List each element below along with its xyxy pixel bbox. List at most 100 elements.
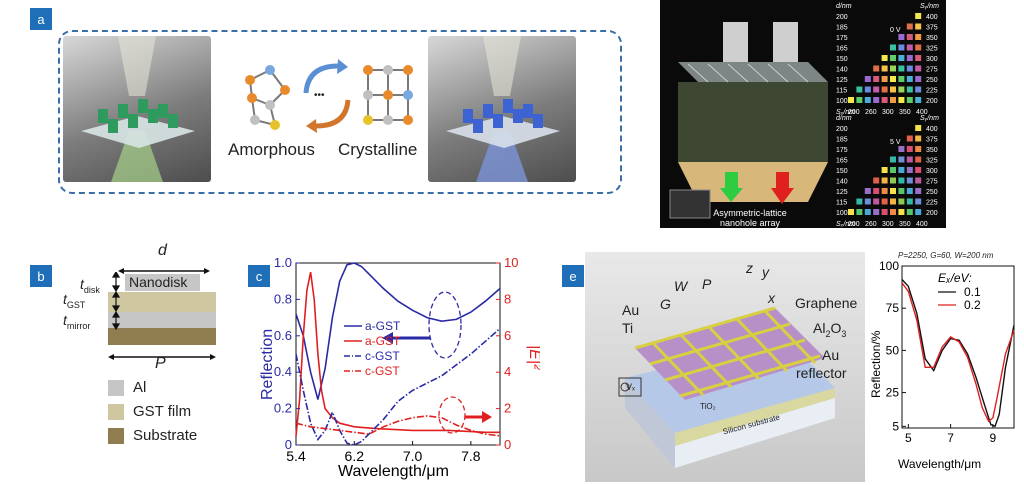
heatmap-y-right-tick: 400 (926, 126, 938, 133)
heatmap-1: d/nm Sᵧ/nm 5 V 200 400 185 375 175 350 165 325 150 3… (836, 115, 939, 228)
label-graphene: Graphene (795, 295, 858, 311)
heatmap-y-left-tick: 115 (836, 88, 847, 95)
heatmap-cell (856, 209, 863, 215)
heatmap-cell (881, 76, 888, 82)
heatmap-y-right-tick: 275 (926, 179, 938, 186)
phase-change-cycle-icon (298, 58, 356, 138)
heatmap-cell (881, 198, 888, 205)
heatmap-y-left-tick: 100 (836, 210, 848, 217)
heatmap-cell (906, 44, 913, 51)
heatmap-y-right-tick: 375 (926, 137, 938, 144)
x-tick-label: 5.4 (286, 448, 306, 464)
heatmap-cell (873, 86, 880, 93)
y-tick-label: 5 (892, 419, 899, 433)
heatmap-cell (898, 156, 905, 163)
legend-al-label: Al (133, 379, 147, 396)
heatmap-y-right-tick: 300 (926, 56, 938, 63)
heatmap-cell (890, 198, 896, 205)
nanohole-device-schematic (668, 22, 836, 233)
heatmap-x-tick: 300 (882, 221, 894, 228)
legend-entry: a-GST (365, 319, 401, 333)
heatmap-cell (856, 198, 863, 205)
heatmap-cell (864, 97, 871, 103)
heatmap-sx-axis-label: Sₓ/nm (836, 221, 855, 228)
y-tick-label: 75 (886, 301, 900, 315)
chart-e-ylabel: Reflection/% (869, 330, 883, 398)
panel-a-frame (58, 30, 622, 194)
heatmap-cell (873, 177, 880, 184)
amorphous-metasurface-image (63, 36, 211, 182)
heatmap-cell (864, 188, 871, 194)
series-line-c-GST-left (295, 327, 501, 446)
heatmap-cell (906, 198, 913, 205)
heatmap-cell (906, 23, 913, 30)
heatmap-y-right-tick: 375 (926, 25, 938, 32)
heatmap-y-left-tick: 165 (836, 46, 848, 53)
chart-c-ylabel-left: Reflection (259, 329, 276, 400)
heatmap-cell (915, 23, 922, 30)
period-p-label: P (155, 355, 166, 372)
heatmap-x-tick: 350 (899, 221, 911, 228)
field-highlight-ellipse (438, 396, 466, 434)
y-left-tick-label: 0 (285, 437, 292, 452)
amorphous-label: Amorphous (228, 140, 315, 159)
legend-entry: a-GST (365, 334, 401, 348)
reflection-highlight-ellipse (428, 291, 462, 359)
chart-c-xlabel: Wavelength/μm (338, 463, 449, 480)
heatmap-cell (881, 177, 888, 184)
panel-e-tag: e (562, 265, 584, 287)
heatmap-cell (873, 209, 880, 215)
heatmap-cell (873, 188, 880, 194)
heatmap-cell (898, 34, 905, 40)
legend-substrate-swatch (108, 428, 124, 444)
label-p: P (702, 276, 712, 292)
heatmap-cell (890, 156, 896, 163)
heatmap-cell (890, 167, 896, 173)
heatmap-cell (906, 97, 913, 103)
heatmap-y-left-tick: 100 (836, 98, 848, 105)
heatmap-sx-axis-label: Sₓ/nm (836, 109, 855, 116)
heatmap-y-right-tick: 250 (926, 77, 938, 84)
label-gate-voltage: Vₓ (626, 382, 635, 392)
y-right-tick-label: 8 (504, 291, 511, 306)
heatmap-cell (915, 34, 922, 40)
dimension-d-arrow (118, 262, 210, 280)
heatmap-y-right-tick: 325 (926, 158, 938, 165)
al-mirror-layer (108, 312, 216, 328)
legend-gst-label: GST film (133, 403, 192, 420)
y-left-tick-label: 0.8 (274, 291, 292, 306)
panel-a-tag: a (30, 8, 52, 30)
ellipsis-dots: ••• (314, 90, 325, 101)
label-au-reflector: Au (822, 347, 840, 363)
axis-y-label: y (762, 264, 769, 280)
heatmap-cell (915, 86, 922, 93)
y-left-tick-label: 0.6 (274, 328, 292, 343)
label-ti: Ti (622, 320, 634, 336)
heatmap-y-right-tick: 250 (926, 189, 938, 196)
heatmap-x-tick: 200 (848, 221, 860, 228)
heatmap-sy-axis-label: Sᵧ/nm (920, 3, 939, 10)
panel-c-tag: c (248, 265, 270, 287)
heatmap-cell (856, 97, 863, 103)
heatmap-cell (915, 188, 922, 194)
heatmap-cell (898, 97, 905, 103)
heatmap-cell (890, 55, 896, 61)
y-right-tick-label: 4 (504, 364, 511, 379)
heatmap-cell (915, 198, 922, 205)
heatmap-cell (906, 177, 913, 184)
series-line-0.2 (901, 282, 1015, 423)
heatmap-x-tick: 260 (865, 221, 877, 228)
y-left-tick-label: 1.0 (274, 255, 292, 270)
heatmap-cell (915, 97, 922, 103)
series-line-0.1 (901, 279, 1015, 428)
heatmap-cell (906, 86, 913, 93)
heatmap-cell (915, 167, 922, 173)
heatmap-cell (890, 65, 896, 72)
y-right-tick-label: 0 (504, 437, 511, 452)
heatmap-cell (890, 177, 896, 184)
heatmap-cell (906, 34, 913, 40)
heatmap-cell (881, 188, 888, 194)
axis-z-label: z (746, 260, 753, 276)
gst-layer (108, 292, 216, 312)
label-al2o3: Al2O3 (813, 320, 847, 339)
